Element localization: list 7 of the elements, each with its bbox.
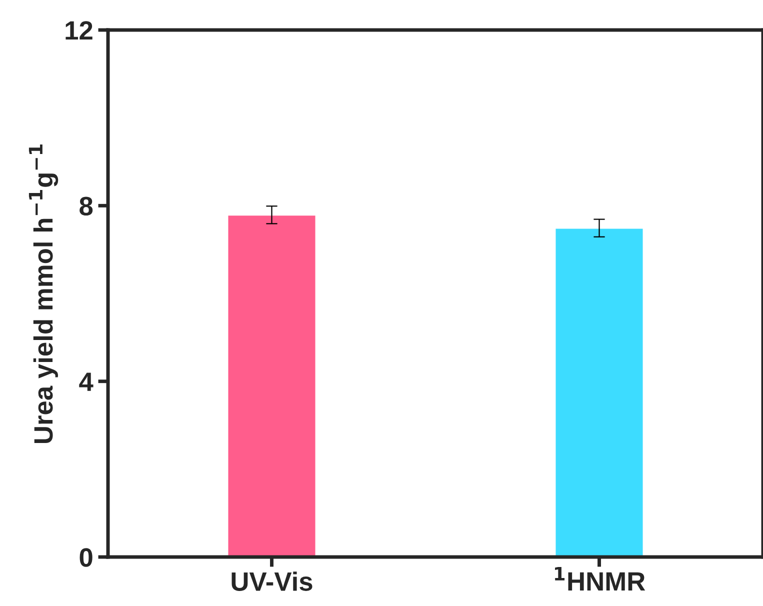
y-tick-label: 4 [79, 372, 94, 391]
y-tick-label: 12 [66, 21, 92, 40]
x-tick-label: UV-Vis [232, 572, 312, 591]
x-tick-label: $^{1}$HNMR [555, 566, 646, 591]
y-tick-label: 0 [80, 548, 92, 567]
y-tick-label: 8 [80, 196, 93, 216]
y-axis-title: Urea yield mmol h$^{−1}$g$^{−1}$ [28, 144, 58, 443]
